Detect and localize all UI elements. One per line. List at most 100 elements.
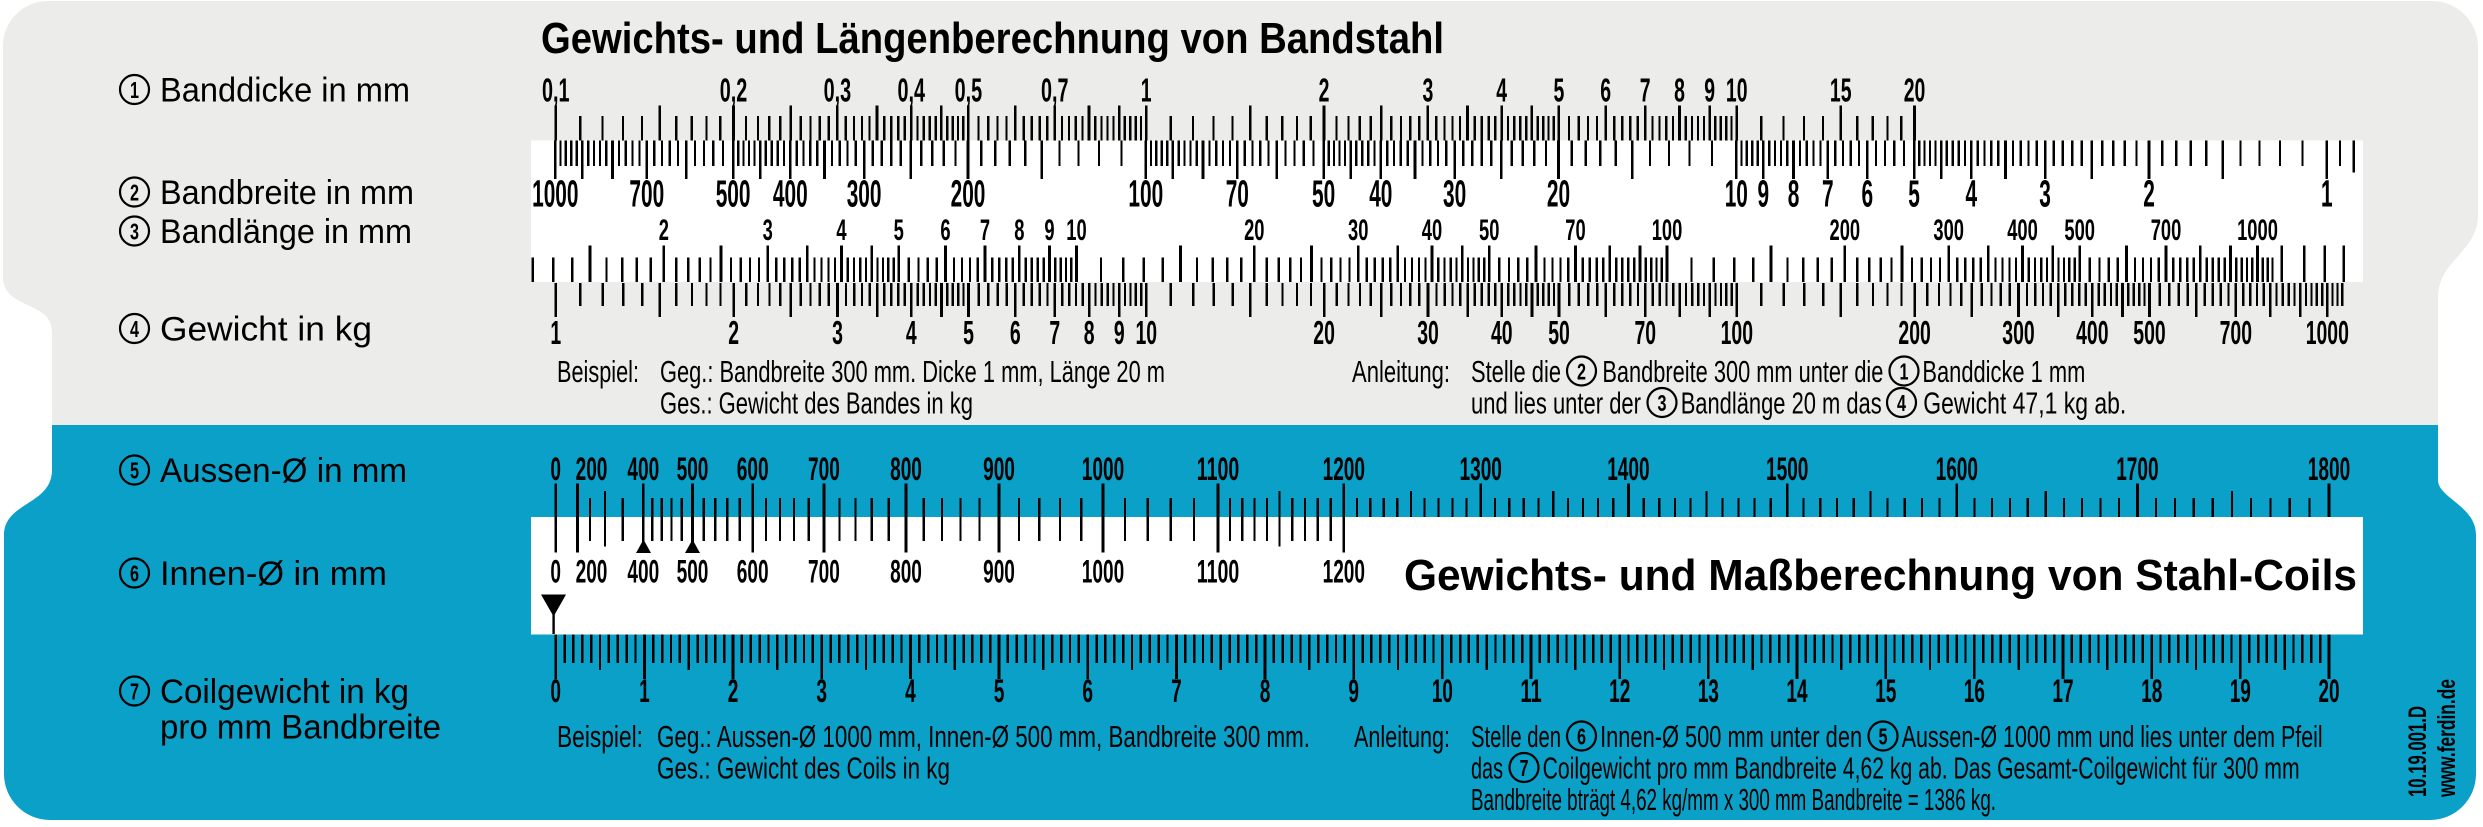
svg-text:7: 7 bbox=[130, 678, 139, 704]
svg-text:Bandlänge 20 m das: Bandlänge 20 m das bbox=[1681, 386, 1882, 421]
svg-text:2: 2 bbox=[728, 314, 739, 351]
svg-text:100: 100 bbox=[1128, 174, 1163, 216]
svg-text:1000: 1000 bbox=[1082, 451, 1124, 487]
svg-text:1100: 1100 bbox=[1197, 554, 1239, 590]
svg-text:15: 15 bbox=[1875, 673, 1896, 709]
svg-text:20: 20 bbox=[1313, 314, 1335, 351]
svg-text:Gewichts- und Maßberechnung vo: Gewichts- und Maßberechnung von Stahl-Co… bbox=[1404, 551, 2357, 600]
svg-text:4: 4 bbox=[905, 673, 916, 709]
svg-text:2: 2 bbox=[1319, 72, 1330, 109]
svg-text:2: 2 bbox=[728, 673, 739, 709]
svg-text:10: 10 bbox=[1136, 314, 1158, 351]
svg-text:700: 700 bbox=[2151, 214, 2182, 247]
svg-text:7: 7 bbox=[980, 214, 990, 247]
svg-text:500: 500 bbox=[2064, 214, 2095, 247]
svg-text:200: 200 bbox=[576, 451, 608, 487]
svg-text:Gewicht in kg: Gewicht in kg bbox=[160, 311, 372, 349]
svg-text:5: 5 bbox=[963, 314, 974, 351]
svg-text:6: 6 bbox=[1010, 314, 1021, 351]
svg-text:5: 5 bbox=[994, 673, 1005, 709]
svg-text:Gewichts- und Längenberechnung: Gewichts- und Längenberechnung von Bands… bbox=[541, 14, 1444, 63]
svg-text:5: 5 bbox=[1908, 174, 1920, 216]
svg-text:Bandbreite 300 mm unter die: Bandbreite 300 mm unter die bbox=[1602, 354, 1883, 389]
svg-text:15: 15 bbox=[1830, 72, 1852, 109]
svg-text:9: 9 bbox=[1114, 314, 1125, 351]
svg-text:Innen-Ø in mm: Innen-Ø in mm bbox=[160, 555, 387, 593]
svg-text:3: 3 bbox=[763, 214, 773, 247]
svg-text:500: 500 bbox=[677, 451, 709, 487]
svg-text:www.ferdin.de: www.ferdin.de bbox=[2433, 679, 2461, 798]
svg-text:50: 50 bbox=[1548, 314, 1570, 351]
svg-text:800: 800 bbox=[890, 451, 922, 487]
svg-text:20: 20 bbox=[2318, 673, 2339, 709]
svg-text:600: 600 bbox=[737, 451, 769, 487]
svg-text:400: 400 bbox=[627, 451, 659, 487]
svg-text:6: 6 bbox=[1600, 72, 1611, 109]
svg-text:400: 400 bbox=[773, 174, 808, 216]
svg-text:3: 3 bbox=[1423, 72, 1434, 109]
svg-text:700: 700 bbox=[808, 554, 840, 590]
svg-text:Coilgewicht in kg: Coilgewicht in kg bbox=[160, 673, 409, 711]
svg-text:30: 30 bbox=[1348, 214, 1368, 247]
svg-text:5: 5 bbox=[1554, 72, 1565, 109]
svg-text:Bandbreite in mm: Bandbreite in mm bbox=[160, 174, 414, 212]
svg-text:9: 9 bbox=[1044, 214, 1054, 247]
svg-text:Aussen-Ø 1000 mm und lies unte: Aussen-Ø 1000 mm und lies unter dem Pfei… bbox=[1902, 719, 2323, 754]
svg-text:0,5: 0,5 bbox=[955, 72, 983, 109]
svg-text:1000: 1000 bbox=[532, 174, 578, 216]
svg-text:17: 17 bbox=[2052, 673, 2073, 709]
svg-text:1700: 1700 bbox=[2116, 451, 2158, 487]
svg-text:4: 4 bbox=[1897, 390, 1906, 416]
svg-text:20: 20 bbox=[1904, 72, 1926, 109]
svg-text:600: 600 bbox=[737, 554, 769, 590]
svg-text:3: 3 bbox=[1658, 390, 1667, 416]
svg-text:900: 900 bbox=[983, 554, 1015, 590]
svg-text:1200: 1200 bbox=[1323, 451, 1365, 487]
svg-text:und lies unter der: und lies unter der bbox=[1471, 386, 1641, 421]
svg-text:Banddicke in mm: Banddicke in mm bbox=[160, 72, 410, 110]
svg-text:18: 18 bbox=[2141, 673, 2162, 709]
svg-text:8: 8 bbox=[1084, 314, 1095, 351]
svg-text:5: 5 bbox=[1879, 723, 1888, 749]
svg-text:2: 2 bbox=[130, 179, 139, 205]
svg-text:9: 9 bbox=[1348, 673, 1359, 709]
svg-text:1000: 1000 bbox=[2306, 314, 2349, 351]
svg-text:3: 3 bbox=[816, 673, 827, 709]
svg-text:7: 7 bbox=[1822, 174, 1834, 216]
svg-text:10: 10 bbox=[1726, 72, 1748, 109]
svg-text:Ges.: Gewicht des Coils in kg: Ges.: Gewicht des Coils in kg bbox=[657, 751, 950, 786]
svg-text:1000: 1000 bbox=[2237, 214, 2278, 247]
svg-text:Banddicke 1 mm: Banddicke 1 mm bbox=[1922, 354, 2085, 389]
svg-text:500: 500 bbox=[2133, 314, 2165, 351]
svg-text:4: 4 bbox=[1496, 72, 1507, 109]
svg-text:1100: 1100 bbox=[1197, 451, 1239, 487]
svg-text:7: 7 bbox=[1520, 755, 1529, 781]
svg-text:800: 800 bbox=[890, 554, 922, 590]
svg-text:0: 0 bbox=[550, 554, 561, 590]
svg-text:10.19.001.D: 10.19.001.D bbox=[2404, 706, 2432, 797]
svg-text:Geg.: Bandbreite 300 mm. Dicke: Geg.: Bandbreite 300 mm. Dicke 1 mm, Län… bbox=[660, 354, 1165, 389]
svg-text:19: 19 bbox=[2230, 673, 2251, 709]
svg-text:6: 6 bbox=[940, 214, 950, 247]
svg-text:9: 9 bbox=[1758, 174, 1770, 216]
svg-text:Innen-Ø 500 mm unter den: Innen-Ø 500 mm unter den bbox=[1600, 719, 1862, 754]
svg-text:7: 7 bbox=[1049, 314, 1060, 351]
svg-text:1: 1 bbox=[639, 673, 650, 709]
svg-text:4: 4 bbox=[906, 314, 917, 351]
svg-text:400: 400 bbox=[2007, 214, 2038, 247]
svg-text:11: 11 bbox=[1520, 673, 1541, 709]
svg-text:6: 6 bbox=[1577, 723, 1586, 749]
svg-text:1800: 1800 bbox=[2308, 451, 2350, 487]
svg-text:500: 500 bbox=[677, 554, 709, 590]
svg-text:1: 1 bbox=[1141, 72, 1152, 109]
svg-text:70: 70 bbox=[1565, 214, 1585, 247]
svg-text:100: 100 bbox=[1721, 314, 1753, 351]
svg-text:8: 8 bbox=[1788, 174, 1800, 216]
svg-text:Anleitung:: Anleitung: bbox=[1354, 719, 1450, 754]
svg-text:Beispiel:: Beispiel: bbox=[557, 719, 643, 754]
svg-text:20: 20 bbox=[1547, 174, 1570, 216]
svg-text:0: 0 bbox=[550, 451, 561, 487]
svg-text:40: 40 bbox=[1369, 174, 1392, 216]
svg-text:300: 300 bbox=[1933, 214, 1964, 247]
svg-text:700: 700 bbox=[629, 174, 664, 216]
